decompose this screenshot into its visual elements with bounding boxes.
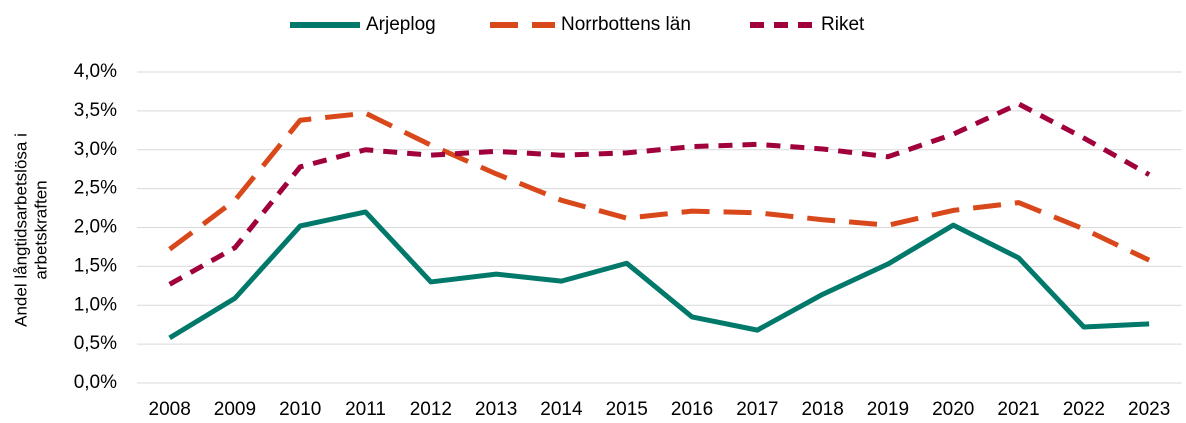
y-tick-label: 4,0% xyxy=(74,61,117,82)
y-tick-label: 2,0% xyxy=(74,217,117,238)
x-tick-label: 2008 xyxy=(149,399,191,420)
legend-label: Norrbottens län xyxy=(561,14,691,35)
y-tick-label: 1,0% xyxy=(74,294,117,315)
x-tick-label: 2019 xyxy=(867,399,909,420)
x-tick-label: 2014 xyxy=(540,399,583,420)
x-tick-label: 2020 xyxy=(932,399,974,420)
x-tick-label: 2013 xyxy=(475,399,517,420)
x-tick-label: 2016 xyxy=(671,399,713,420)
line-series xyxy=(168,110,1151,263)
x-tick-label: 2017 xyxy=(736,399,778,420)
x-tick-label: 2012 xyxy=(410,399,452,420)
legend-label: Arjeplog xyxy=(366,14,436,35)
x-tick-label: 2011 xyxy=(345,399,386,420)
x-tick-label: 2009 xyxy=(214,399,256,420)
line-series xyxy=(168,101,1151,287)
y-tick-label: 0,0% xyxy=(74,372,117,393)
x-tick-label: 2022 xyxy=(1063,399,1105,420)
y-tick-label: 0,5% xyxy=(74,333,117,354)
y-tick-label: 2,5% xyxy=(74,178,117,199)
y-tick-label: 1,5% xyxy=(74,255,117,276)
x-tick-label: 2010 xyxy=(279,399,321,420)
y-axis-label: arbetskraften xyxy=(31,180,50,279)
y-axis-label: Andel långtidsarbetslösa i xyxy=(11,133,30,327)
y-tick-label: 3,5% xyxy=(74,100,117,121)
x-tick-label: 2021 xyxy=(997,399,1039,420)
line-series xyxy=(168,209,1150,341)
x-tick-label: 2018 xyxy=(802,399,844,420)
x-tick-label: 2023 xyxy=(1128,399,1170,420)
legend-label: Riket xyxy=(821,14,865,35)
y-tick-label: 3,0% xyxy=(74,139,117,160)
x-tick-label: 2015 xyxy=(606,399,648,420)
